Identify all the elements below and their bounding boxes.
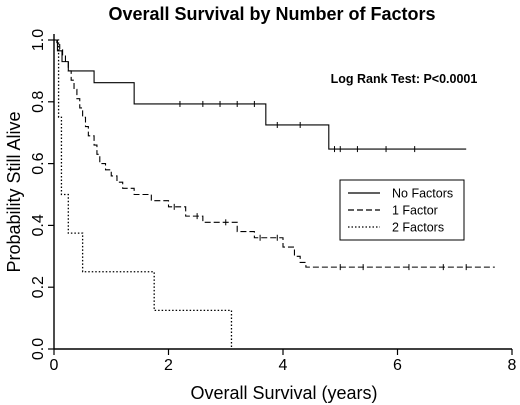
survival-curve-no-factors: [54, 39, 467, 150]
chart-title: Overall Survival by Number of Factors: [108, 4, 435, 24]
x-axis-title: Overall Survival (years): [190, 383, 377, 403]
y-tick-label: 0.0: [30, 338, 47, 360]
x-tick-label: 2: [164, 357, 173, 374]
y-tick-label: 0.2: [30, 276, 47, 298]
y-tick-label: 1.0: [30, 29, 47, 51]
survival-curve-1-factor: [54, 39, 495, 268]
x-tick-label: 4: [279, 357, 288, 374]
y-tick-label: 0.6: [30, 152, 47, 174]
y-axis-title: Probability Still Alive: [4, 111, 24, 272]
survival-curve-2-factors: [54, 39, 233, 349]
x-tick-label: 0: [50, 357, 59, 374]
y-tick-label: 0.4: [30, 214, 47, 236]
log-rank-annotation: Log Rank Test: P<0.0001: [331, 72, 478, 86]
x-tick-label: 8: [508, 357, 517, 374]
legend-label: 1 Factor: [392, 204, 438, 218]
y-tick-label: 0.8: [30, 91, 47, 113]
x-tick-label: 6: [393, 357, 402, 374]
legend: No Factors 1 Factor 2 Factors: [339, 179, 465, 241]
plot-area: 0 2 4 6 8 0.0 0.2 0.4 0.6 0.8 1.0: [30, 29, 517, 374]
legend-label: 2 Factors: [392, 221, 444, 235]
legend-label: No Factors: [392, 187, 453, 201]
